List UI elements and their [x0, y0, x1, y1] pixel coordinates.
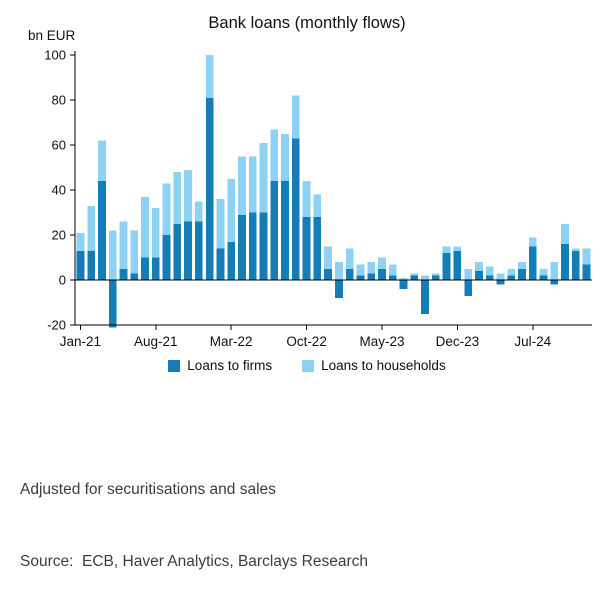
svg-text:Aug-21: Aug-21	[134, 334, 178, 349]
chart-notes: Adjusted for securitisations and sales S…	[20, 445, 614, 607]
svg-text:0: 0	[59, 273, 66, 288]
legend-label-firms: Loans to firms	[187, 358, 273, 373]
legend-item-households: Loans to households	[302, 358, 446, 373]
chart-legend: Loans to firms Loans to households	[0, 358, 614, 373]
y-axis-unit-label: bn EUR	[28, 28, 76, 43]
source-text: Source: ECB, Haver Analytics, Barclays R…	[20, 553, 369, 570]
svg-text:May-23: May-23	[359, 334, 404, 349]
svg-text:-20: -20	[47, 318, 66, 333]
svg-text:20: 20	[52, 228, 66, 243]
svg-text:80: 80	[52, 93, 66, 108]
svg-text:60: 60	[52, 138, 66, 153]
svg-text:100: 100	[44, 48, 66, 63]
legend-swatch-firms-icon	[168, 359, 181, 372]
svg-text:Mar-22: Mar-22	[210, 334, 253, 349]
footnote-text: Adjusted for securitisations and sales	[20, 481, 276, 498]
svg-text:Oct-22: Oct-22	[286, 334, 327, 349]
svg-text:Jul-24: Jul-24	[514, 334, 551, 349]
chart-title: Bank loans (monthly flows)	[208, 14, 406, 32]
svg-text:Dec-23: Dec-23	[436, 334, 480, 349]
svg-text:40: 40	[52, 183, 66, 198]
bank-loans-chart: Bank loans (monthly flows) bn EUR 100 80 6…	[28, 14, 592, 349]
legend-item-firms: Loans to firms	[168, 358, 272, 373]
svg-text:Jan-21: Jan-21	[60, 334, 101, 349]
legend-swatch-households-icon	[302, 359, 315, 372]
legend-label-households: Loans to households	[321, 358, 446, 373]
